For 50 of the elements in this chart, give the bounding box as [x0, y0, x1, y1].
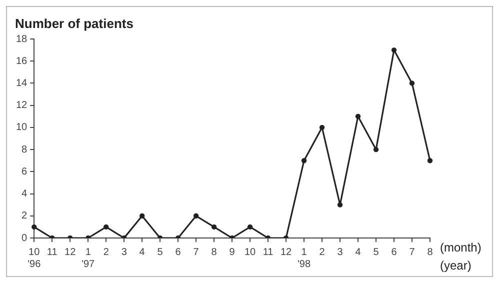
- point: [32, 224, 37, 230]
- x-tick-label: 9: [229, 246, 236, 258]
- y-tick-label: 4: [22, 188, 28, 200]
- x-tick-label: 1 '98: [298, 246, 311, 270]
- x-tick-label: 3: [121, 246, 128, 258]
- y-tick-label: 6: [22, 166, 28, 178]
- x-tick-label: 12: [280, 246, 292, 258]
- point: [193, 213, 199, 218]
- y-tick-label: 2: [22, 210, 28, 222]
- x-tick-label: 2: [103, 246, 110, 258]
- x-tick-label: 3: [337, 246, 344, 258]
- x-axis-title: (month): [440, 240, 482, 254]
- y-tick-label: 10: [16, 122, 28, 134]
- y-tick-label: 18: [16, 34, 28, 45]
- point: [139, 213, 145, 218]
- x-tick-label: 12: [64, 246, 76, 258]
- x-tick-label: 5: [373, 246, 380, 258]
- point: [391, 47, 397, 53]
- y-tick-label: 12: [16, 100, 28, 112]
- x-tick-label: 7: [409, 246, 416, 258]
- x-tick-label: 6: [175, 246, 182, 258]
- point: [301, 158, 307, 164]
- x-tick-label: 4: [355, 246, 362, 258]
- point: [319, 124, 325, 130]
- x-tick-label: 10: [244, 246, 256, 258]
- point: [247, 224, 253, 230]
- point: [211, 224, 217, 230]
- point: [427, 158, 433, 164]
- x-tick-label: 4: [139, 246, 146, 258]
- point: [409, 80, 415, 86]
- y-tick-label: 16: [16, 56, 28, 67]
- point: [104, 224, 109, 230]
- chart-title: Number of patients: [15, 16, 134, 32]
- x-tick-label: 5: [157, 246, 164, 258]
- x-tick-label: 1 '97: [82, 246, 96, 270]
- x-tick-label: 8: [211, 246, 218, 258]
- x-tick-label: 6: [391, 246, 398, 258]
- x-tick-label: 7: [193, 246, 200, 258]
- x-tick-label: 2: [319, 246, 326, 258]
- point: [355, 114, 361, 119]
- x-tick-label: 8: [427, 246, 434, 258]
- y-tick-label: 14: [16, 78, 28, 89]
- point: [373, 146, 379, 152]
- x-tick-label: 11: [262, 246, 274, 258]
- point: [337, 202, 343, 208]
- y-tick-label: 8: [22, 144, 28, 156]
- x-tick-label: 10 '96: [28, 246, 42, 270]
- text: (year): [440, 258, 472, 272]
- x-tick-label: 11: [46, 246, 58, 258]
- y-tick-label: 0: [22, 232, 28, 244]
